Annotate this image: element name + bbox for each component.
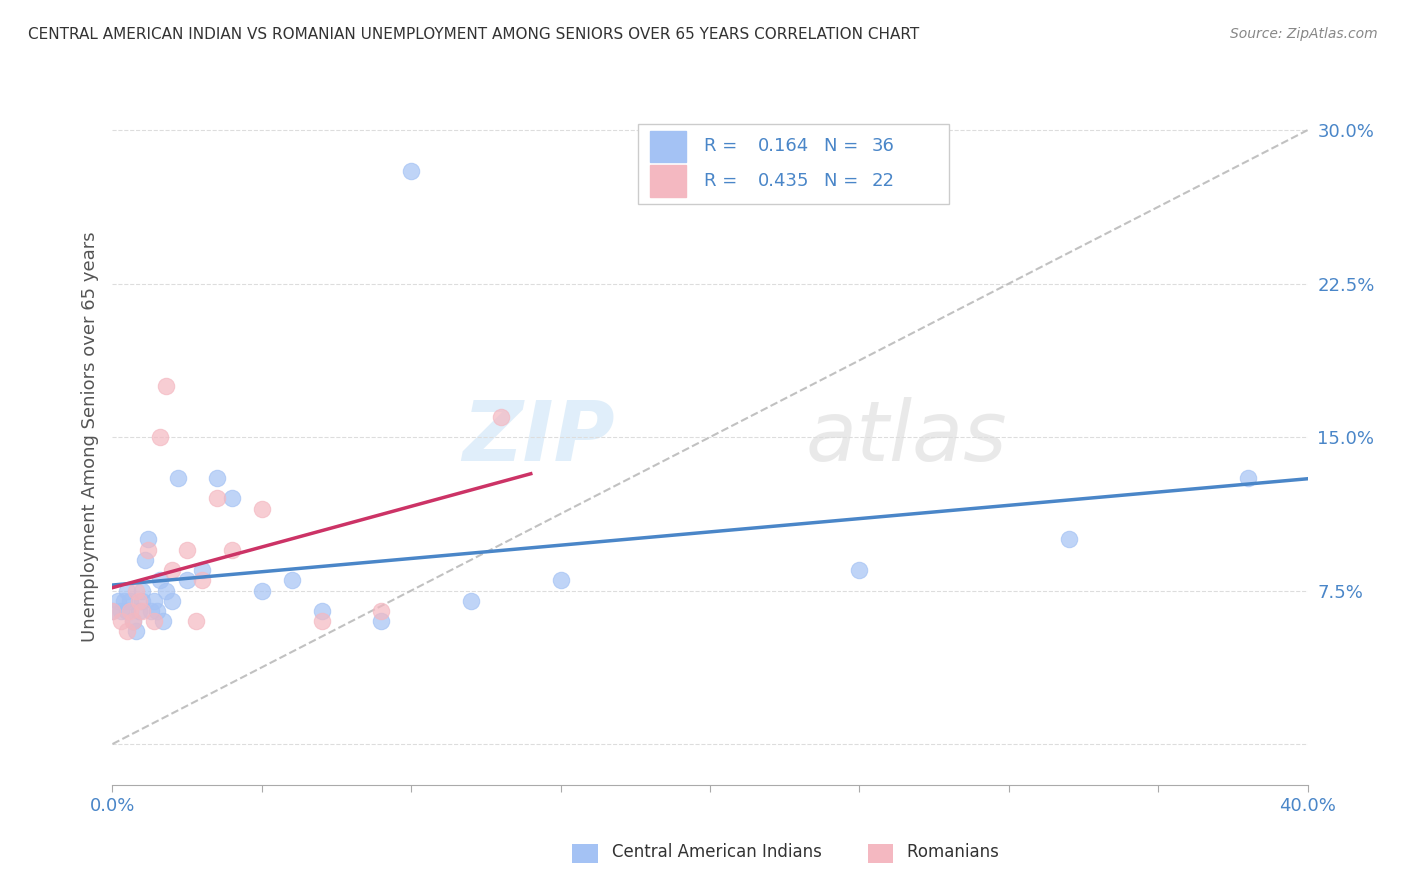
Text: N =: N = [824, 172, 863, 190]
Point [162, 563, 183, 577]
Point [848, 563, 870, 577]
Point [131, 594, 153, 608]
Point [1057, 533, 1080, 547]
Point [107, 594, 129, 608]
Point [1237, 471, 1260, 485]
Text: ZIP: ZIP [461, 397, 614, 477]
Text: atlas: atlas [806, 397, 1007, 477]
Point [120, 594, 142, 608]
Text: 22: 22 [872, 172, 894, 190]
Point [128, 604, 150, 618]
Point [176, 542, 198, 557]
Point [143, 614, 166, 628]
Point [281, 574, 304, 588]
Point [134, 553, 156, 567]
Point [131, 604, 153, 618]
Point [110, 604, 132, 618]
Text: R =: R = [704, 172, 742, 190]
Text: CENTRAL AMERICAN INDIAN VS ROMANIAN UNEMPLOYMENT AMONG SENIORS OVER 65 YEARS COR: CENTRAL AMERICAN INDIAN VS ROMANIAN UNEM… [28, 27, 920, 42]
Point [311, 614, 333, 628]
Point [460, 594, 482, 608]
Point [250, 501, 273, 516]
Text: Romanians: Romanians [886, 843, 998, 861]
FancyBboxPatch shape [651, 165, 686, 197]
Point [250, 583, 273, 598]
Point [138, 542, 160, 557]
Point [311, 604, 333, 618]
Text: Source: ZipAtlas.com: Source: ZipAtlas.com [1230, 27, 1378, 41]
Point [143, 594, 166, 608]
Point [191, 563, 214, 577]
Point [162, 594, 183, 608]
Point [122, 614, 145, 628]
Point [221, 491, 243, 506]
FancyBboxPatch shape [651, 130, 686, 162]
Point [125, 583, 148, 598]
Point [167, 471, 190, 485]
Text: N =: N = [824, 137, 863, 155]
Point [122, 614, 145, 628]
Point [114, 594, 135, 608]
Point [489, 409, 512, 424]
Point [401, 164, 423, 178]
Point [176, 574, 198, 588]
Point [101, 604, 124, 618]
Point [120, 604, 142, 618]
Point [141, 604, 163, 618]
Text: 0.435: 0.435 [758, 172, 810, 190]
Point [205, 491, 228, 506]
Point [370, 614, 392, 628]
Point [131, 583, 153, 598]
FancyBboxPatch shape [638, 124, 949, 204]
Point [110, 614, 132, 628]
Text: 36: 36 [872, 137, 894, 155]
Point [370, 604, 392, 618]
Point [221, 542, 243, 557]
Y-axis label: Unemployment Among Seniors over 65 years: Unemployment Among Seniors over 65 years [80, 232, 98, 642]
Point [191, 574, 214, 588]
Point [117, 604, 139, 618]
Point [205, 471, 228, 485]
Text: R =: R = [704, 137, 742, 155]
Point [149, 430, 172, 444]
Point [128, 594, 150, 608]
Point [138, 533, 160, 547]
Point [152, 614, 174, 628]
Text: 0.164: 0.164 [758, 137, 808, 155]
Point [550, 574, 572, 588]
Point [125, 624, 148, 639]
Point [117, 624, 139, 639]
Point [117, 583, 139, 598]
Point [155, 583, 177, 598]
Point [101, 604, 124, 618]
Point [186, 614, 208, 628]
Point [155, 379, 177, 393]
Point [149, 574, 172, 588]
Text: Central American Indians: Central American Indians [591, 843, 821, 861]
Point [146, 604, 169, 618]
